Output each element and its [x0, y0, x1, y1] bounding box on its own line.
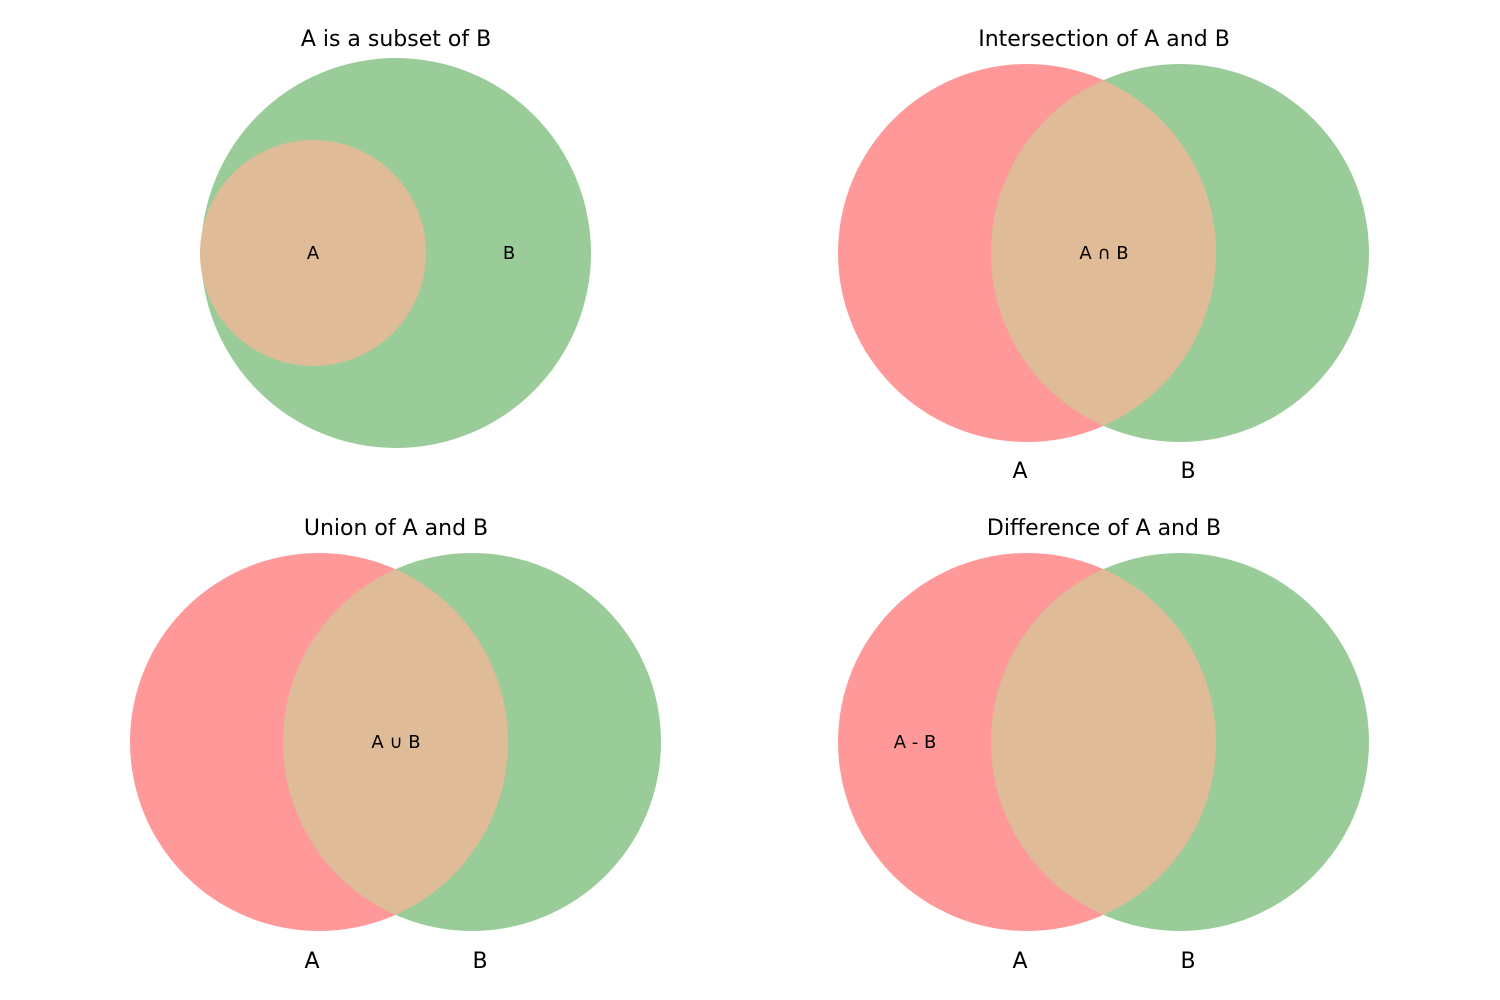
union-label: A ∪ B [371, 732, 420, 753]
panel-title: A is a subset of B [301, 27, 491, 52]
panel-union: Union of A and B A ∪ B A B [130, 516, 661, 974]
set-b-label: B [1180, 949, 1195, 974]
panel-title: Intersection of A and B [978, 27, 1230, 52]
intersection-label: A ∩ B [1079, 243, 1128, 264]
overlap-region [283, 553, 508, 931]
panel-title: Difference of A and B [987, 516, 1221, 541]
set-a-circle [200, 140, 426, 366]
set-b-label: B [472, 949, 487, 974]
set-a-label: A [1012, 949, 1027, 974]
overlap-region [991, 553, 1216, 931]
panel-subset: A is a subset of B A B [200, 27, 591, 448]
panel-intersection: Intersection of A and B A ∩ B A B [838, 27, 1369, 484]
set-b-label: B [503, 243, 515, 264]
set-a-label: A [304, 949, 319, 974]
set-a-label: A [307, 243, 320, 264]
panel-title: Union of A and B [304, 516, 488, 541]
difference-label: A - B [894, 732, 937, 753]
panel-difference: Difference of A and B A - B A B [838, 516, 1369, 974]
set-a-label: A [1012, 459, 1027, 484]
intersection-region [991, 64, 1216, 442]
set-b-label: B [1180, 459, 1195, 484]
